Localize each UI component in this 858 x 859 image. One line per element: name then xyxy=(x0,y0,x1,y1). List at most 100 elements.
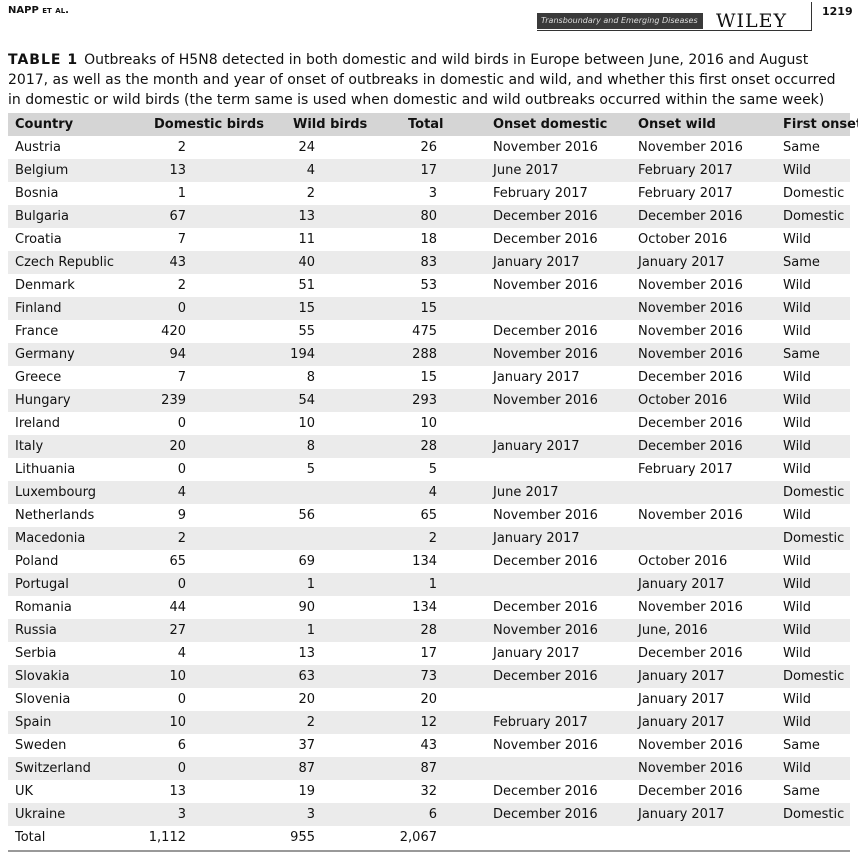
table-cell: 1 xyxy=(428,577,437,592)
table-row: UK 13 19 32 December 2016 December 2016 Same xyxy=(8,780,850,803)
table-cell: 9 xyxy=(177,508,186,523)
caption-label: TABLE 1 xyxy=(8,52,79,68)
table-row: Spain 10 2 12 February 2017 January 2017 Wild xyxy=(8,711,850,734)
table-cell: 0 xyxy=(177,692,186,707)
table-cell: 67 xyxy=(169,209,186,224)
table-cell: 2,067 xyxy=(399,830,437,845)
table-cell: November 2016 xyxy=(638,508,743,523)
table-cell: 55 xyxy=(298,324,315,339)
table-row: France 420 55 475 December 2016 November 2016… xyxy=(8,320,850,343)
table-cell: 51 xyxy=(298,278,315,293)
table-cell: 4 xyxy=(177,485,186,500)
table-row: Slovenia 0 20 20 January 2017 Wild xyxy=(8,688,850,711)
table-cell: 1,112 xyxy=(148,830,186,845)
table-cell: January 2017 xyxy=(638,255,725,270)
table-cell: Netherlands xyxy=(15,508,95,523)
table-cell: 2 xyxy=(306,715,315,730)
table-row: Austria 2 24 26 November 2016 November 2016 Sa… xyxy=(8,136,850,159)
table-cell: 6 xyxy=(177,738,186,753)
table-row: Finland 0 15 15 November 2016 Wild xyxy=(8,297,850,320)
table-cell: Wild xyxy=(783,324,812,339)
table-row: Italy 20 8 28 January 2017 December 2016 Wild xyxy=(8,435,850,458)
table-cell: 15 xyxy=(420,301,437,316)
table-row: Macedonia 2 2 January 2017 Domestic xyxy=(8,527,850,550)
table-row: Switzerland 0 87 87 November 2016 Wild xyxy=(8,757,850,780)
table-cell: January 2017 xyxy=(493,255,580,270)
table-cell: 40 xyxy=(298,255,315,270)
table-row: Lithuania 0 5 5 February 2017 Wild xyxy=(8,458,850,481)
table-cell: Wild xyxy=(783,439,812,454)
table-cell: 239 xyxy=(161,393,186,408)
table-cell: Wild xyxy=(783,370,812,385)
table-cell: 1 xyxy=(177,186,186,201)
table-cell: Wild xyxy=(783,416,812,431)
table-cell: January 2017 xyxy=(493,646,580,661)
table-cell: Finland xyxy=(15,301,62,316)
table-cell: June, 2016 xyxy=(638,623,708,638)
table-cell: Same xyxy=(783,784,820,799)
table-cell: 43 xyxy=(169,255,186,270)
table-cell: December 2016 xyxy=(493,784,598,799)
caption-text: Outbreaks of H5N8 detected in both domes… xyxy=(8,52,836,108)
table-cell: 10 xyxy=(298,416,315,431)
table-cell: 6 xyxy=(428,807,437,822)
table-cell: France xyxy=(15,324,59,339)
table-cell: Russia xyxy=(15,623,57,638)
table-cell: 2 xyxy=(177,278,186,293)
table-cell: Domestic xyxy=(783,485,845,500)
table-cell: 5 xyxy=(306,462,315,477)
table-cell: 27 xyxy=(169,623,186,638)
table-rule xyxy=(8,850,850,852)
table-cell: Denmark xyxy=(15,278,75,293)
table-cell: November 2016 xyxy=(638,140,743,155)
table-cell: 134 xyxy=(412,554,437,569)
table-caption: TABLE 1 Outbreaks of H5N8 detected in bot… xyxy=(8,50,848,110)
table-cell: Wild xyxy=(783,623,812,638)
table-row: Poland 65 69 134 December 2016 October 2016 Wi… xyxy=(8,550,850,573)
table-cell: December 2016 xyxy=(493,554,598,569)
table-cell: December 2016 xyxy=(638,646,743,661)
table-cell: 11 xyxy=(298,232,315,247)
table-row: Bulgaria 67 13 80 December 2016 December 2016… xyxy=(8,205,850,228)
table-row: Hungary 239 54 293 November 2016 October 2016… xyxy=(8,389,850,412)
table-cell: Bosnia xyxy=(15,186,59,201)
table-cell: Bulgaria xyxy=(15,209,69,224)
table-cell: Wild xyxy=(783,163,812,178)
table-cell: Croatia xyxy=(15,232,62,247)
table-cell: 2 xyxy=(306,186,315,201)
table-cell: Lithuania xyxy=(15,462,76,477)
table-cell: Wild xyxy=(783,508,812,523)
table-cell: December 2016 xyxy=(493,209,598,224)
table-cell: 10 xyxy=(420,416,437,431)
table-cell: 83 xyxy=(420,255,437,270)
table-row: Bosnia 1 2 3 February 2017 February 2017 Domes… xyxy=(8,182,850,205)
table-cell: 28 xyxy=(420,623,437,638)
table-cell: December 2016 xyxy=(493,324,598,339)
table-cell: Portugal xyxy=(15,577,69,592)
header-rule xyxy=(811,2,812,30)
table-cell: December 2016 xyxy=(638,416,743,431)
table-cell: December 2016 xyxy=(638,784,743,799)
table-cell: 90 xyxy=(298,600,315,615)
table-cell: November 2016 xyxy=(638,347,743,362)
table-cell: 8 xyxy=(306,370,315,385)
table-cell: Domestic xyxy=(783,807,845,822)
table-row: Russia 27 1 28 November 2016 June, 2016 Wild xyxy=(8,619,850,642)
table-cell: Domestic xyxy=(783,209,845,224)
table-cell: 3 xyxy=(428,186,437,201)
table-cell: November 2016 xyxy=(638,301,743,316)
table-cell: November 2016 xyxy=(493,738,598,753)
table-cell: 4 xyxy=(306,163,315,178)
table-cell: Wild xyxy=(783,301,812,316)
table-cell: Italy xyxy=(15,439,44,454)
table-cell: Domestic xyxy=(783,531,845,546)
table-cell: 293 xyxy=(412,393,437,408)
table-cell: 2 xyxy=(177,531,186,546)
table-cell: 17 xyxy=(420,646,437,661)
publisher-logo: WILEY xyxy=(716,10,788,32)
table-row: Romania 44 90 134 December 2016 November 2016… xyxy=(8,596,850,619)
table-cell: 475 xyxy=(412,324,437,339)
table-cell: 19 xyxy=(298,784,315,799)
table-cell: 65 xyxy=(420,508,437,523)
table-cell: November 2016 xyxy=(493,140,598,155)
